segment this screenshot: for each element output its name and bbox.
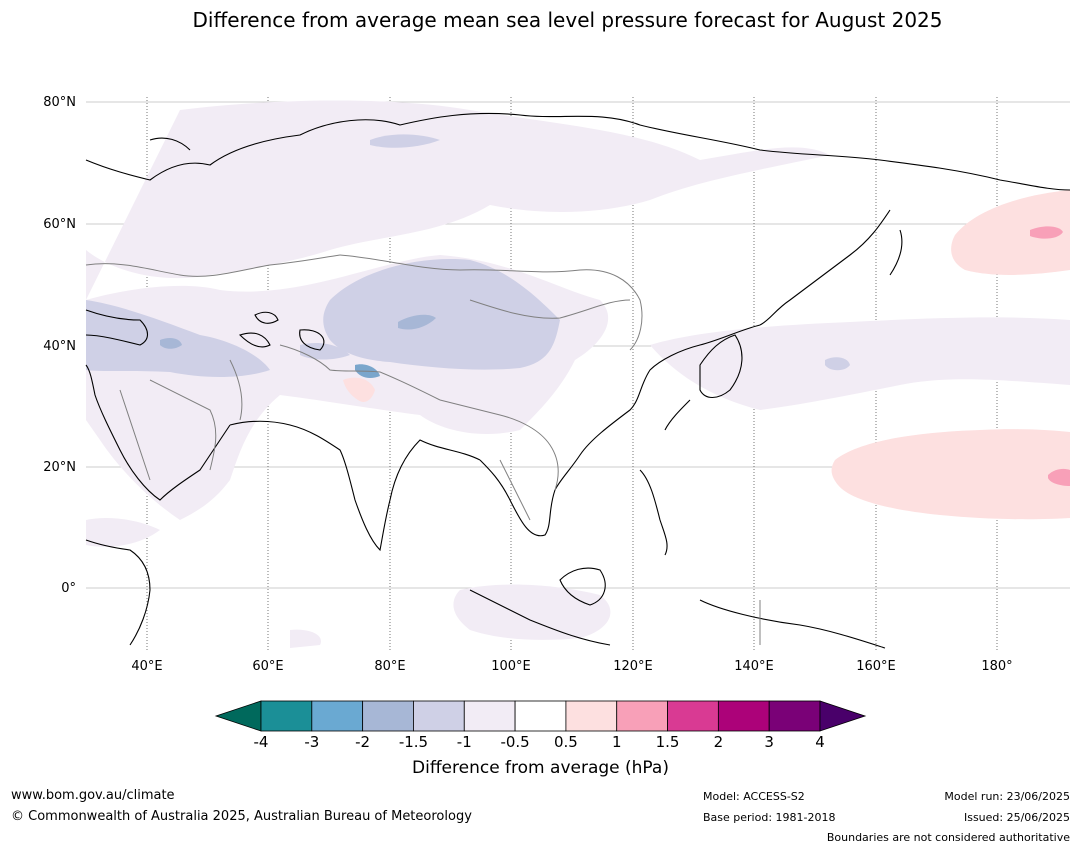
colorbar-tick-label: 2: [713, 733, 724, 751]
colorbar-segment: [768, 700, 821, 732]
issued-date: Issued: 25/06/2025: [963, 811, 1070, 824]
lon-label-140e: 140°E: [734, 659, 774, 674]
colorbar-segment: [514, 700, 567, 732]
colorbar-tick-label: -4: [253, 733, 269, 751]
lat-label-40n: 40°N: [43, 339, 76, 354]
colorbar-tick-label: 3: [764, 733, 774, 751]
map-title: Difference from average mean sea level p…: [192, 8, 943, 32]
colorbar-segment: [362, 700, 414, 732]
lat-label-60n: 60°N: [43, 217, 76, 232]
colorbar-tick-label: -2: [355, 733, 371, 751]
colorbar: [214, 700, 867, 732]
colorbar-tick-label: -3: [304, 733, 320, 751]
base-period: Base period: 1981-2018: [703, 811, 836, 824]
lon-label-80e: 80°E: [374, 659, 406, 674]
lon-label-160e: 160°E: [856, 659, 896, 674]
boundaries-disclaimer: Boundaries are not considered authoritat…: [826, 831, 1070, 844]
colorbar-label: Difference from average (hPa): [412, 758, 669, 778]
lon-label-120e: 120°E: [613, 659, 653, 674]
colorbar-over-arrow: [819, 700, 867, 732]
colorbar-segment: [463, 700, 516, 732]
colorbar-segment: [717, 700, 770, 732]
colorbar-segment: [667, 700, 719, 732]
colorbar-segment: [311, 700, 364, 732]
colorbar-segment: [413, 700, 465, 732]
colorbar-tick-label: 0.5: [553, 733, 578, 751]
lon-label-180: 180°: [981, 659, 1013, 674]
colorbar-tick-label: 1.5: [655, 733, 680, 751]
lat-label-0: 0°: [61, 581, 76, 596]
colorbar-under-arrow: [214, 700, 262, 732]
colorbar-segment: [260, 700, 313, 732]
colorbar-tick-label: -1: [456, 733, 472, 751]
website-link[interactable]: www.bom.gov.au/climate: [11, 788, 175, 803]
colorbar-segment: [616, 700, 668, 732]
colorbar-tick-label: 1: [611, 733, 622, 751]
model-name: Model: ACCESS-S2: [703, 790, 805, 803]
colorbar-tick-label: -0.5: [500, 733, 530, 751]
colorbar-segment: [565, 700, 618, 732]
colorbar-tick-label: -1.5: [398, 733, 429, 751]
lon-label-60e: 60°E: [252, 659, 284, 674]
lat-label-20n: 20°N: [43, 460, 76, 475]
country-borders: [85, 254, 761, 645]
model-run-date: Model run: 23/06/2025: [944, 790, 1070, 803]
copyright-text: © Commonwealth of Australia 2025, Austra…: [11, 809, 472, 824]
lon-label-100e: 100°E: [491, 659, 531, 674]
anomaly-fill: [86, 100, 1070, 648]
lat-label-80n: 80°N: [43, 95, 76, 110]
coastlines: [85, 112, 1071, 649]
lon-label-40e: 40°E: [131, 659, 163, 674]
colorbar-tick-label: 4: [815, 733, 825, 751]
